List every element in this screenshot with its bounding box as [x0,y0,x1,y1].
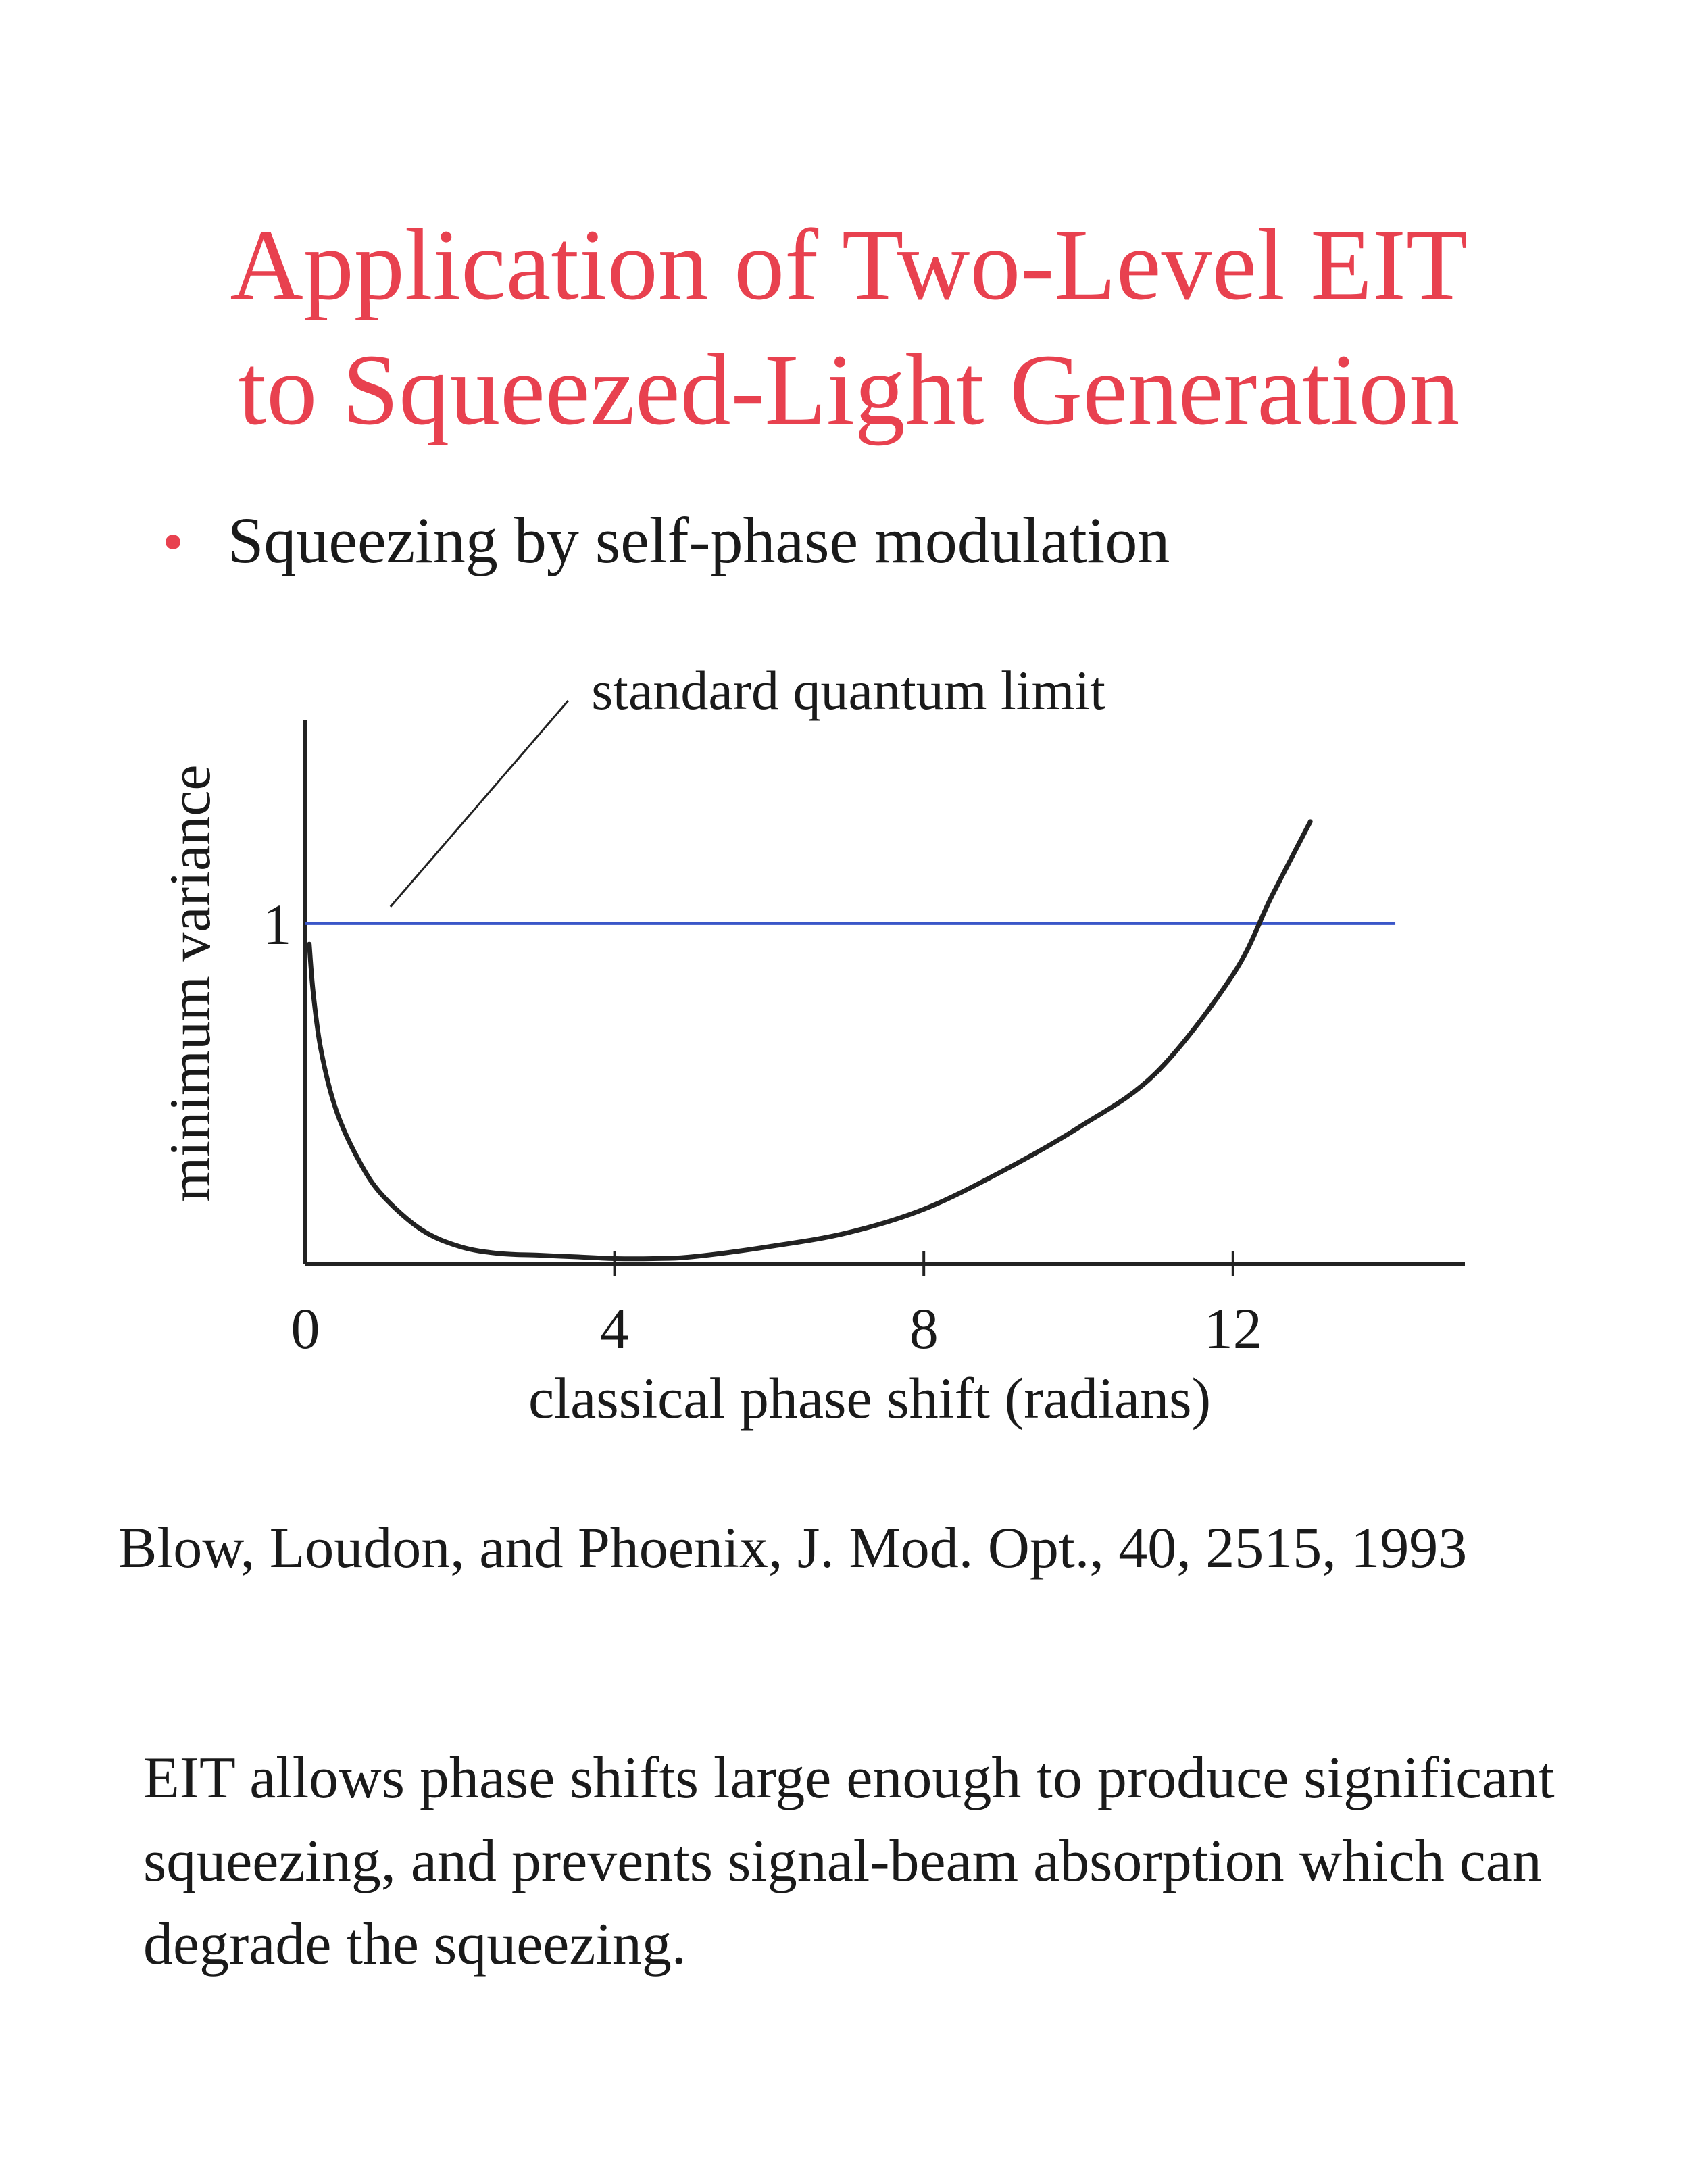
annotation-leader-line [389,699,570,908]
annotation-label: standard quantum limit [591,660,1105,721]
y-axis-title: minimum variance [157,764,222,1201]
slide-title-line-2: to Squeezed-Light Generation [238,334,1460,446]
slide-title-line-1: Application of Two-Level EIT [230,209,1468,321]
x-tick-label-2: 8 [909,1296,939,1361]
slide-title: Application of Two-Level EIT to Squeezed… [0,203,1698,453]
bullet-dot-icon [166,534,180,549]
bullet-text: Squeezing by self-phase modulation [228,504,1170,576]
chart-labels: 0 4 8 12 1 standard quantum limit classical ph… [157,660,1262,1431]
series-group [307,819,1313,1262]
conclusion-text: EIT allows phase shifts large enough to … [143,1745,1555,1977]
bullet-item: Squeezing by self-phase modulation [166,500,1170,581]
x-tick-label-0: 0 [291,1296,320,1361]
series-line-0 [307,819,1313,1262]
citation: Blow, Loudon, and Phoenix, J. Mod. Opt.,… [118,1515,1468,1580]
x-tick-label-3: 12 [1204,1296,1262,1361]
x-axis-title: classical phase shift (radians) [528,1366,1211,1431]
y-tick-label-0: 1 [263,892,292,957]
x-tick-label-1: 4 [600,1296,629,1361]
chart-axes [303,720,1465,1276]
reference-line-group [305,699,1396,925]
